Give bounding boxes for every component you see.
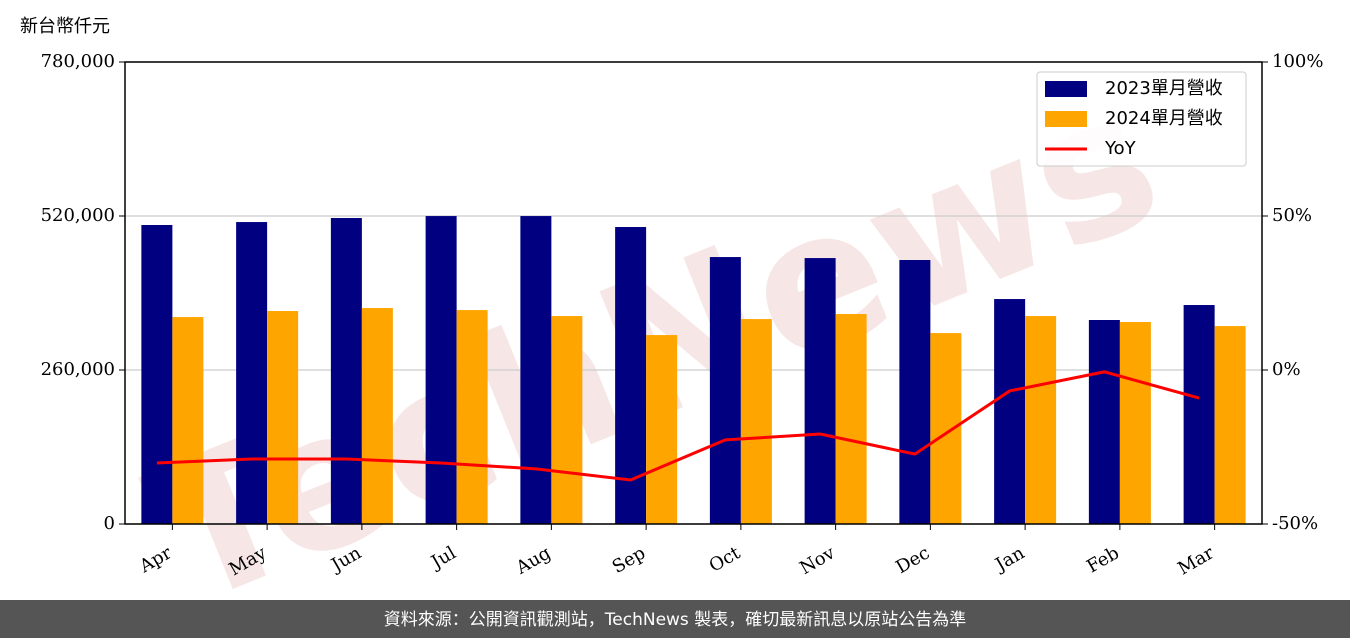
x-tick-label: Feb	[1083, 542, 1123, 577]
x-tick-label: Sep	[609, 542, 649, 577]
x-tick-label: Jan	[990, 542, 1028, 576]
legend-label: 2023單月營收	[1105, 78, 1223, 99]
bar	[646, 335, 678, 524]
y2-tick-label: 100%	[1272, 51, 1323, 72]
bar	[1025, 316, 1057, 524]
x-tick-label: Oct	[706, 542, 745, 577]
bar	[1088, 320, 1120, 524]
bar	[1183, 305, 1215, 524]
bar	[1214, 326, 1246, 524]
x-tick-label: Dec	[892, 542, 933, 578]
footer-bar	[0, 600, 1350, 638]
x-tick-label: Nov	[796, 542, 839, 579]
bar	[804, 258, 836, 524]
y2-tick-label: 0%	[1272, 359, 1301, 380]
bar	[267, 311, 299, 524]
footer-text: 資料來源：公開資訊觀測站，TechNews 製表，確切最新訊息以原站公告為準	[384, 610, 966, 630]
bar	[551, 316, 583, 524]
y2-tick-label: 50%	[1272, 205, 1312, 226]
bar	[1119, 322, 1151, 524]
bar	[835, 314, 867, 524]
y-tick-label: 260,000	[41, 359, 115, 380]
legend-label: 2024單月營收	[1105, 108, 1223, 129]
x-tick-label: Aug	[512, 542, 555, 579]
bar	[330, 218, 362, 524]
bar	[994, 299, 1026, 524]
y2-tick-label: -50%	[1272, 513, 1318, 534]
plot-frame	[124, 61, 1263, 525]
bar	[456, 310, 488, 524]
x-tick-label: Mar	[1174, 542, 1218, 579]
legend-swatch	[1045, 81, 1087, 97]
bar	[236, 222, 268, 524]
legend-swatch	[1045, 111, 1087, 127]
bar	[425, 216, 457, 524]
bar	[172, 317, 204, 524]
y-tick-label: 0	[104, 513, 115, 534]
yoy-line	[156, 370, 1200, 482]
y-tick-label: 780,000	[41, 51, 115, 72]
legend-label: YoY	[1104, 138, 1137, 159]
bar	[930, 333, 962, 524]
bar	[141, 225, 173, 524]
y-tick-label: 520,000	[41, 205, 115, 226]
y-axis-label: 新台幣仟元	[20, 16, 110, 37]
bar	[740, 319, 772, 524]
legend-box	[1036, 71, 1247, 167]
bar	[361, 308, 393, 524]
bar	[899, 260, 931, 524]
legend: 2023單月營收 2024單月營收 YoY	[1036, 71, 1247, 167]
bar	[520, 216, 552, 524]
bar	[709, 257, 741, 524]
